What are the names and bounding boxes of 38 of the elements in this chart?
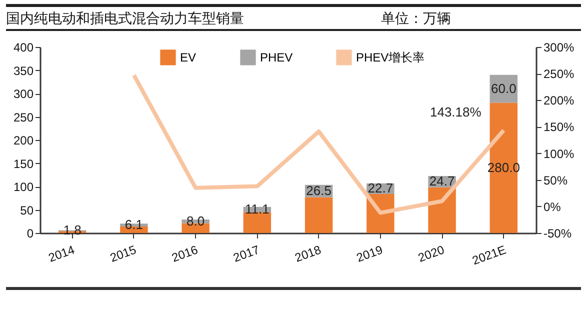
x-tick-label: 2018	[293, 242, 324, 265]
y2-tick-label: 100%	[544, 146, 575, 161]
x-tick-label: 2019	[354, 242, 385, 265]
x-tick-label: 2021E	[470, 242, 508, 268]
x-tick-label: 2017	[231, 242, 262, 265]
y-tick-label: 0	[26, 226, 34, 240]
data-label: 26.5	[306, 183, 332, 198]
bar	[243, 212, 272, 233]
data-label: 22.7	[368, 180, 394, 196]
y-tick-label: 300	[13, 87, 34, 101]
data-label: 143.18%	[430, 104, 482, 120]
y-tick-label: 250	[13, 110, 34, 124]
y-tick-label: 350	[13, 64, 34, 78]
x-tick-label: 2014	[46, 242, 77, 265]
y2-tick-label: 0%	[544, 200, 562, 214]
y-tick-label: 100	[13, 180, 34, 194]
y2-tick-label: 150%	[544, 120, 575, 134]
data-label: 24.7	[429, 174, 455, 189]
y-tick-label: 150	[13, 156, 34, 171]
y2-tick-label: 50%	[544, 173, 568, 188]
bar	[490, 102, 518, 233]
y-tick-label: 400	[13, 40, 34, 54]
data-label: 60.0	[490, 80, 516, 96]
y-tick-label: 50	[20, 203, 34, 218]
y2-tick-label: 300%	[544, 40, 575, 54]
x-tick-label: 2020	[416, 242, 446, 265]
y2-tick-label: -50%	[544, 226, 572, 240]
bar	[304, 197, 333, 233]
y2-tick-label: 250%	[544, 67, 575, 82]
y2-tick-label: 200%	[544, 94, 575, 108]
x-tick-label: 2016	[170, 242, 200, 265]
y-tick-label: 200	[13, 134, 34, 148]
legend-label: EV	[180, 50, 196, 64]
chart-title: 国内纯电动和插电式混合动力车型销量	[6, 10, 244, 26]
x-tick-label: 2015	[108, 242, 138, 265]
legend-label: PHEV增长率	[356, 50, 425, 64]
text: 单位：万辆	[381, 9, 451, 28]
legend-label: PHEV	[260, 50, 293, 64]
